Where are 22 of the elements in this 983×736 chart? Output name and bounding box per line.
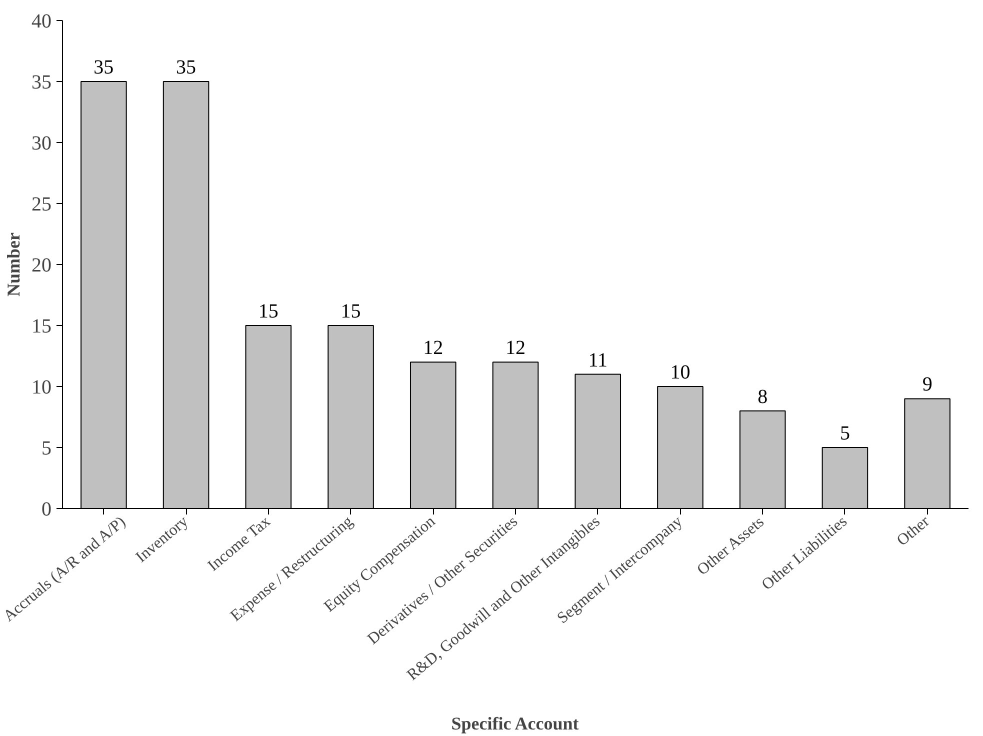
data-label: 9 (922, 374, 932, 396)
y-axis-title: Number (4, 232, 24, 296)
y-tick-label: 10 (32, 376, 52, 398)
y-tick-label: 20 (32, 254, 52, 276)
data-label: 35 (176, 56, 196, 78)
data-label: 10 (670, 362, 690, 384)
data-label: 12 (423, 337, 444, 360)
x-axis-title: Specific Account (451, 713, 579, 734)
y-tick-label: 40 (32, 10, 52, 32)
data-label: 12 (506, 337, 526, 360)
y-tick-label: 5 (42, 438, 52, 460)
data-label: 15 (340, 300, 361, 322)
data-label: 11 (588, 349, 608, 372)
data-label: 15 (258, 300, 278, 322)
data-label: 8 (758, 386, 768, 408)
y-tick-label: 0 (42, 498, 52, 520)
y-tick-label: 25 (32, 194, 52, 216)
data-label: 5 (840, 422, 850, 444)
data-label: 35 (94, 56, 114, 78)
y-tick-label: 35 (32, 72, 52, 94)
y-tick-label: 15 (32, 316, 52, 338)
y-tick-label: 30 (32, 132, 52, 154)
